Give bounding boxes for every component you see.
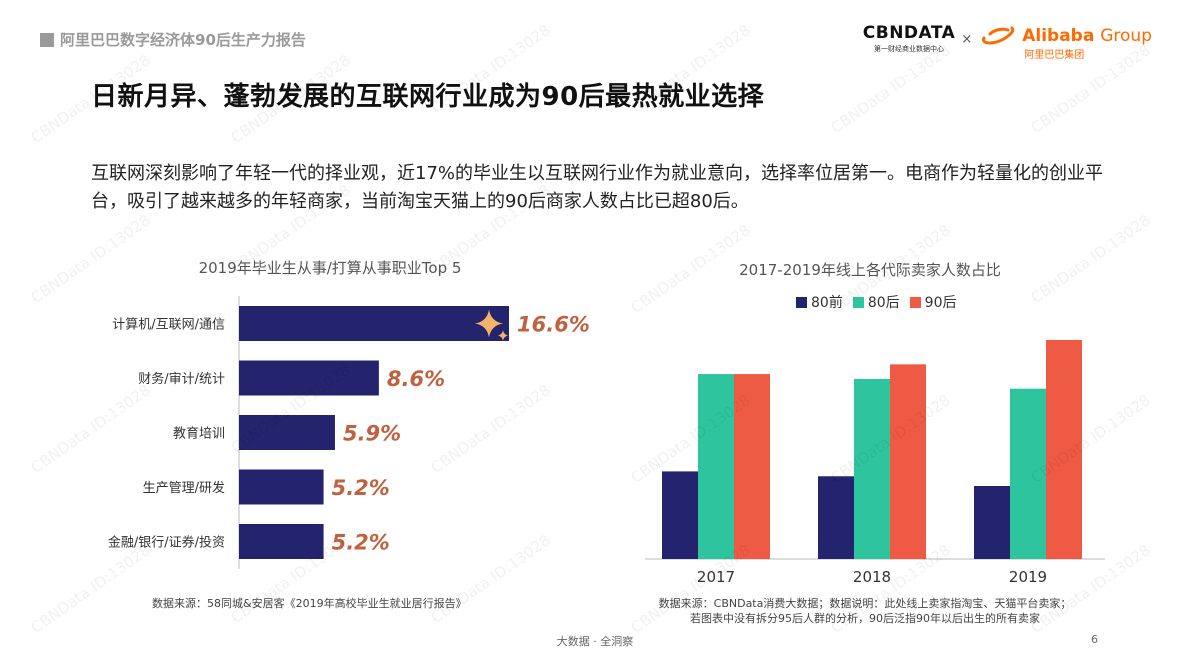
value-label-3: 5.2%: [332, 476, 390, 500]
right-chart-source-line1: 数据来源：CBNData消费大数据；数据说明：此处线上卖家指淘宝、天猫平台卖家；: [658, 597, 1072, 610]
category-label-0: 计算机/互联网/通信: [112, 318, 225, 333]
bar-2019-2: [1046, 340, 1082, 559]
report-tag: 阿里巴巴数字经济体90后生产力报告: [40, 29, 306, 50]
bar-4: [239, 524, 324, 559]
value-label-2: 5.9%: [343, 422, 401, 446]
sparkle-icon: [475, 309, 503, 338]
legend-label-80hou: 80后: [867, 295, 900, 311]
legend-swatch-red: [909, 296, 921, 308]
page-number: 6: [1091, 633, 1098, 646]
legend-label-90hou: 90后: [924, 295, 957, 311]
right-chart-title: 2017-2019年线上各代际卖家人数占比: [739, 261, 1001, 279]
category-label-3: 生产管理/研发: [143, 480, 225, 496]
alibaba-logo: Alibaba Group 阿里巴巴集团: [978, 24, 1152, 61]
cbndata-logo: CBNDATA 第一财经商业数据中心: [863, 24, 956, 54]
alibaba-logo-group: Group: [1100, 26, 1152, 46]
year-label-2018: 2018: [853, 568, 891, 586]
legend-swatch-teal: [852, 296, 864, 308]
sparkle-small-icon: [498, 330, 508, 341]
intro-paragraph: 互联网深刻影响了年轻一代的择业观，近17%的毕业生以互联网行业作为就业意向，选择…: [91, 163, 1104, 212]
page-headline: 日新月异、蓬勃发展的互联网行业成为90后最热就业选择: [91, 82, 765, 112]
alibaba-logo-main: Alibaba: [1022, 26, 1095, 46]
value-label-0: 16.6%: [517, 313, 590, 337]
legend-label-80qian: 80前: [811, 295, 843, 311]
brand-logos: CBNDATA 第一财经商业数据中心 × Alibaba Group 阿里巴巴集…: [863, 24, 1152, 61]
bar-0: [239, 306, 509, 341]
bar-2018-1: [854, 378, 890, 559]
year-label-2017: 2017: [697, 568, 735, 586]
left-chart-source: 数据来源：58同城&安居客《2019年高校毕业生就业居行报告》: [152, 597, 467, 610]
bar-2019-0: [974, 486, 1010, 559]
bar-2018-0: [818, 476, 854, 559]
bar-2: [239, 415, 335, 450]
legend-item-80hou: 80后: [852, 292, 900, 312]
value-label-1: 8.6%: [387, 367, 445, 391]
right-chart-source-line2: 若图表中没有拆分95后人群的分析，90后泛指90年以后出生的所有卖家: [690, 612, 1040, 625]
bar-1: [239, 360, 379, 396]
legend-item-90hou: 90后: [909, 292, 957, 312]
cbndata-subtitle: 第一财经商业数据中心: [874, 45, 945, 53]
bar-3: [239, 469, 324, 505]
alibaba-logo-cn: 阿里巴巴集团: [1024, 50, 1085, 61]
footer-slogan: 大数据 · 全洞察: [556, 635, 634, 648]
right-chart-legend: 80前 80后 90后: [796, 292, 956, 312]
report-tag-square-icon: [40, 32, 54, 47]
category-label-2: 教育培训: [173, 426, 225, 442]
category-label-4: 金融/银行/证券/投资: [108, 535, 225, 551]
bar-2017-0: [662, 471, 698, 559]
bar-2019-1: [1010, 388, 1046, 559]
bar-2017-2: [734, 374, 770, 559]
category-label-1: 财务/审计/统计: [138, 371, 225, 387]
right-chart-source: 数据来源：CBNData消费大数据；数据说明：此处线上卖家指淘宝、天猫平台卖家；…: [630, 596, 1100, 626]
bar-2018-2: [890, 364, 926, 559]
bar-2017-1: [698, 374, 734, 559]
legend-swatch-navy: [796, 296, 807, 308]
times-sign: ×: [961, 32, 973, 47]
alibaba-smile-icon: [982, 26, 1015, 45]
legend-item-80qian: 80前: [796, 292, 843, 312]
left-chart-title: 2019年毕业生从事/打算从事职业Top 5: [198, 259, 462, 277]
report-title: 阿里巴巴数字经济体90后生产力报告: [60, 31, 306, 49]
cbndata-logo-text: CBNDATA: [862, 23, 956, 43]
value-label-4: 5.2%: [332, 531, 390, 555]
year-label-2019: 2019: [1009, 568, 1047, 586]
